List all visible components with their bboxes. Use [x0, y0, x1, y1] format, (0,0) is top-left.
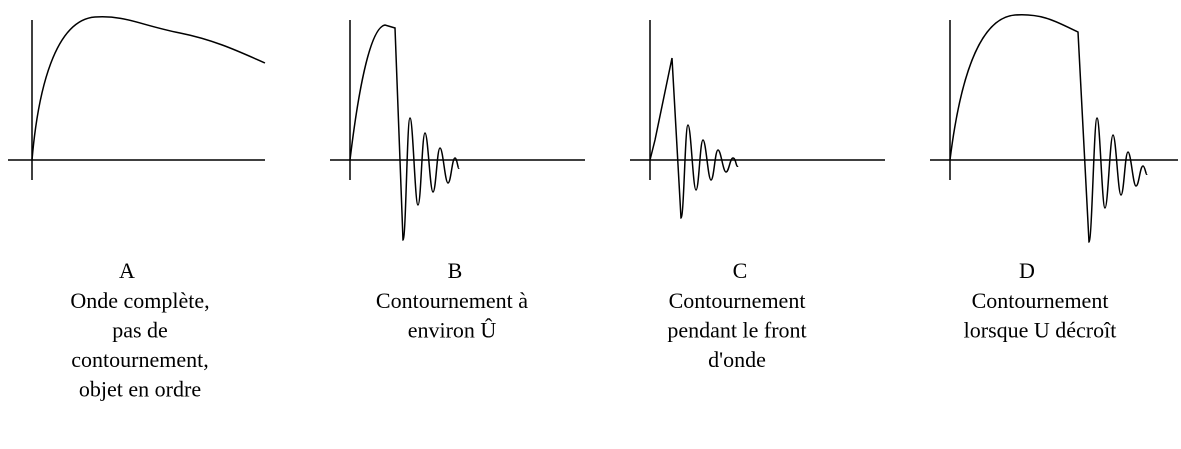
- caption-line: Onde complète,: [70, 288, 209, 313]
- panel-label: A: [119, 258, 135, 283]
- caption-line: objet en ordre: [79, 377, 201, 402]
- caption-line: Contournement: [972, 288, 1109, 313]
- panel-label: B: [448, 258, 463, 283]
- waveform-d: [930, 14, 1178, 243]
- waveform-a: [8, 15, 266, 180]
- caption-line: lorsque U décroît: [964, 318, 1117, 343]
- caption-line: environ Û: [408, 318, 497, 343]
- panel-label: C: [733, 258, 748, 283]
- wave: [649, 57, 739, 219]
- caption-line: contournement,: [71, 347, 208, 372]
- caption-line: d'onde: [708, 347, 766, 372]
- panel-label: D: [1019, 258, 1035, 283]
- waveform-c: [630, 20, 885, 219]
- wave: [949, 14, 1148, 243]
- waveform-b: [330, 20, 585, 241]
- caption-line: Contournement: [669, 288, 806, 313]
- caption-line: pendant le front: [667, 318, 806, 343]
- wave: [349, 24, 460, 241]
- wave: [31, 15, 266, 161]
- caption-line: pas de: [112, 318, 168, 343]
- caption-line: Contournement à: [376, 288, 528, 313]
